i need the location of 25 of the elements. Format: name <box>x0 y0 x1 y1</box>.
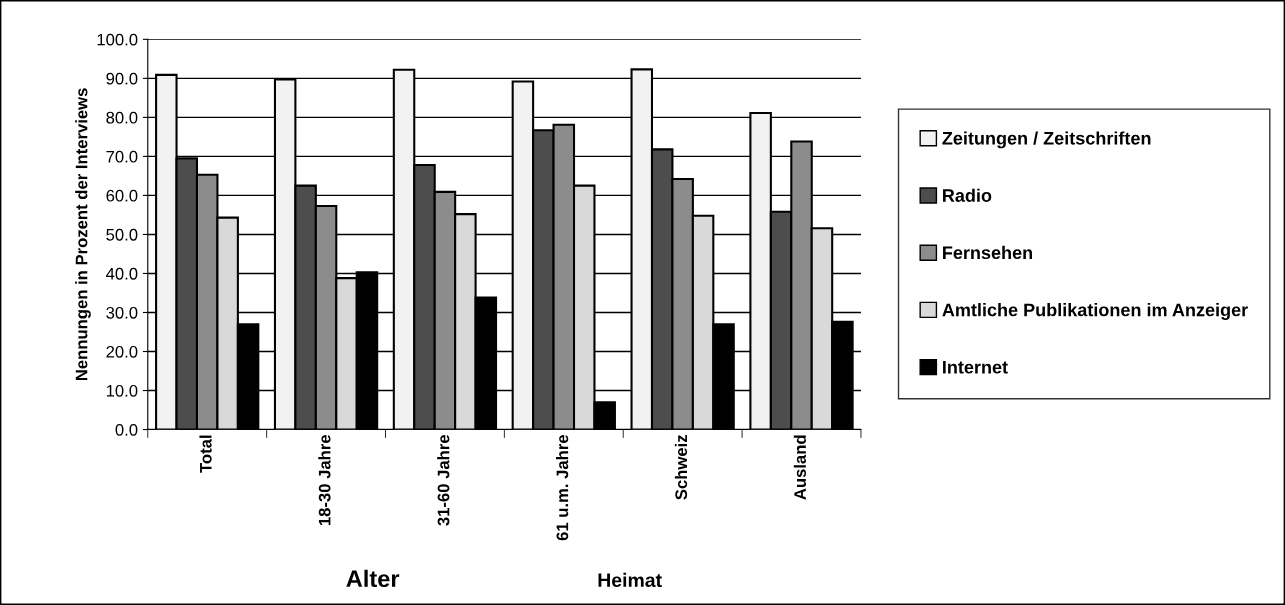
y-tick-label: 20.0 <box>106 345 138 358</box>
y-tick-label: 0.0 <box>115 423 138 436</box>
x-tick-label: 31-60 Jahre <box>437 434 450 526</box>
x-tick-label: 18-30 Jahre <box>318 434 331 526</box>
text: Alter <box>346 569 400 588</box>
x-tick-label: Ausland <box>793 435 806 500</box>
y-tick-label: 30.0 <box>106 306 138 319</box>
y-axis-title: Nennungen in Prozent der Interviews <box>75 88 91 381</box>
y-tick-label: 100.0 <box>97 33 138 46</box>
y-tick-label: 70.0 <box>106 150 138 163</box>
y-tick-label: 80.0 <box>106 111 138 124</box>
legend-label: Zeitungen / Zeitschriften <box>942 131 1151 149</box>
x-tick-label: 61 u.m. Jahre <box>556 434 569 541</box>
legend-label: Amtliche Publikationen im Anzeiger <box>942 303 1248 320</box>
x-tick-label: Total <box>199 435 212 473</box>
legend-label: Internet <box>943 360 1008 374</box>
y-tick-label: 60.0 <box>106 189 138 202</box>
x-tick-label: Schweiz <box>674 435 688 500</box>
legend-label: Fernsehen <box>943 245 1033 260</box>
y-tick-label: 40.0 <box>106 267 138 280</box>
text: Heimat <box>598 572 662 588</box>
y-tick-label: 90.0 <box>106 72 138 85</box>
legend-label: Radio <box>943 188 992 202</box>
y-tick-label: 50.0 <box>106 228 138 241</box>
y-tick-label: 10.0 <box>106 384 138 397</box>
